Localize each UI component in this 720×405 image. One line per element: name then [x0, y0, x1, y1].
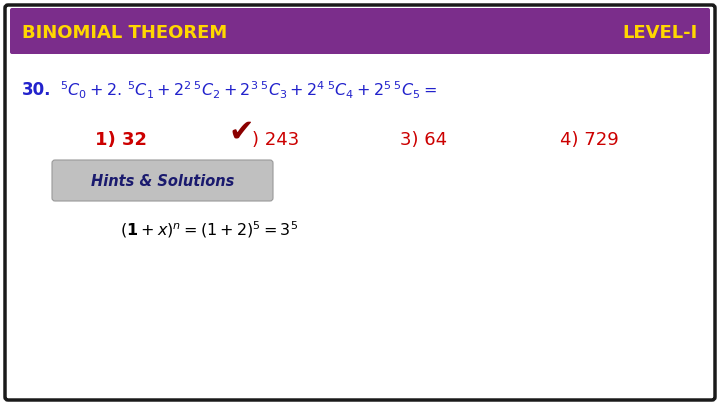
Text: $(\mathbf{1} + x)^n = (1+2)^5 = 3^5$: $(\mathbf{1} + x)^n = (1+2)^5 = 3^5$ [120, 220, 298, 240]
FancyBboxPatch shape [52, 160, 273, 201]
FancyBboxPatch shape [10, 8, 710, 54]
Text: Hints & Solutions: Hints & Solutions [91, 173, 235, 188]
Text: LEVEL-I: LEVEL-I [623, 24, 698, 42]
Text: ) 243: ) 243 [252, 131, 300, 149]
FancyBboxPatch shape [5, 5, 715, 400]
Text: 30.: 30. [22, 81, 52, 99]
Text: ✔: ✔ [228, 117, 253, 147]
Text: 3) 64: 3) 64 [400, 131, 447, 149]
Text: 4) 729: 4) 729 [560, 131, 618, 149]
Text: 1) 32: 1) 32 [95, 131, 147, 149]
Text: $^5C_0 + 2.\, ^5C_1 + 2^2\, ^5C_2 + 2^3\, ^5C_3 + 2^4\, ^5C_4 + 2^5\, ^5C_5 =$: $^5C_0 + 2.\, ^5C_1 + 2^2\, ^5C_2 + 2^3\… [60, 79, 437, 101]
Text: BINOMIAL THEOREM: BINOMIAL THEOREM [22, 24, 228, 42]
